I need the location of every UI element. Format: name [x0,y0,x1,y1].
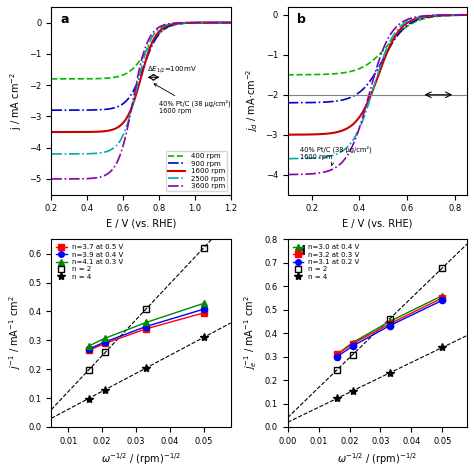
Y-axis label: j / mA cm$^{-2}$: j / mA cm$^{-2}$ [8,72,24,130]
Legend: n=3.0 at 0.4 V, n=3.2 at 0.3 V, n=3.1 at 0.2 V, n = 2, n = 4: n=3.0 at 0.4 V, n=3.2 at 0.3 V, n=3.1 at… [291,243,361,281]
X-axis label: E / V (vs. RHE): E / V (vs. RHE) [342,219,412,229]
Text: $\Delta E_{1/2}$=100mV: $\Delta E_{1/2}$=100mV [147,64,197,75]
Text: 40% Pt/C (38 μg/cm²)
1600 rpm: 40% Pt/C (38 μg/cm²) 1600 rpm [154,84,231,114]
Text: a: a [60,13,69,26]
X-axis label: E / V (vs. RHE): E / V (vs. RHE) [106,219,176,229]
Legend: 400 rpm, 900 rpm, 1600 rpm, 2500 rpm, 3600 rpm: 400 rpm, 900 rpm, 1600 rpm, 2500 rpm, 36… [166,151,227,191]
Legend: n=3.7 at 0.5 V, n=3.9 at 0.4 V, n=4.1 at 0.3 V, n = 2, n = 4: n=3.7 at 0.5 V, n=3.9 at 0.4 V, n=4.1 at… [55,243,125,281]
Y-axis label: $j_e^{-1}$ / mA$^{-1}$ cm$^{2}$: $j_e^{-1}$ / mA$^{-1}$ cm$^{2}$ [242,296,259,371]
Text: 40% Pt/C (38 μg/cm²)
1600 rpm: 40% Pt/C (38 μg/cm²) 1600 rpm [300,145,371,165]
X-axis label: $\omega^{-1/2}$ / (rpm)$^{-1/2}$: $\omega^{-1/2}$ / (rpm)$^{-1/2}$ [101,451,181,467]
Y-axis label: $j^{-1}$ / mA$^{-1}$ cm$^{2}$: $j^{-1}$ / mA$^{-1}$ cm$^{2}$ [7,296,23,371]
Text: d: d [297,245,305,258]
Y-axis label: $j_d$ / mA·cm$^{-2}$: $j_d$ / mA·cm$^{-2}$ [244,69,260,132]
X-axis label: $\omega^{-1/2}$ / (rpm)$^{-1/2}$: $\omega^{-1/2}$ / (rpm)$^{-1/2}$ [337,451,417,467]
Text: b: b [297,13,305,26]
